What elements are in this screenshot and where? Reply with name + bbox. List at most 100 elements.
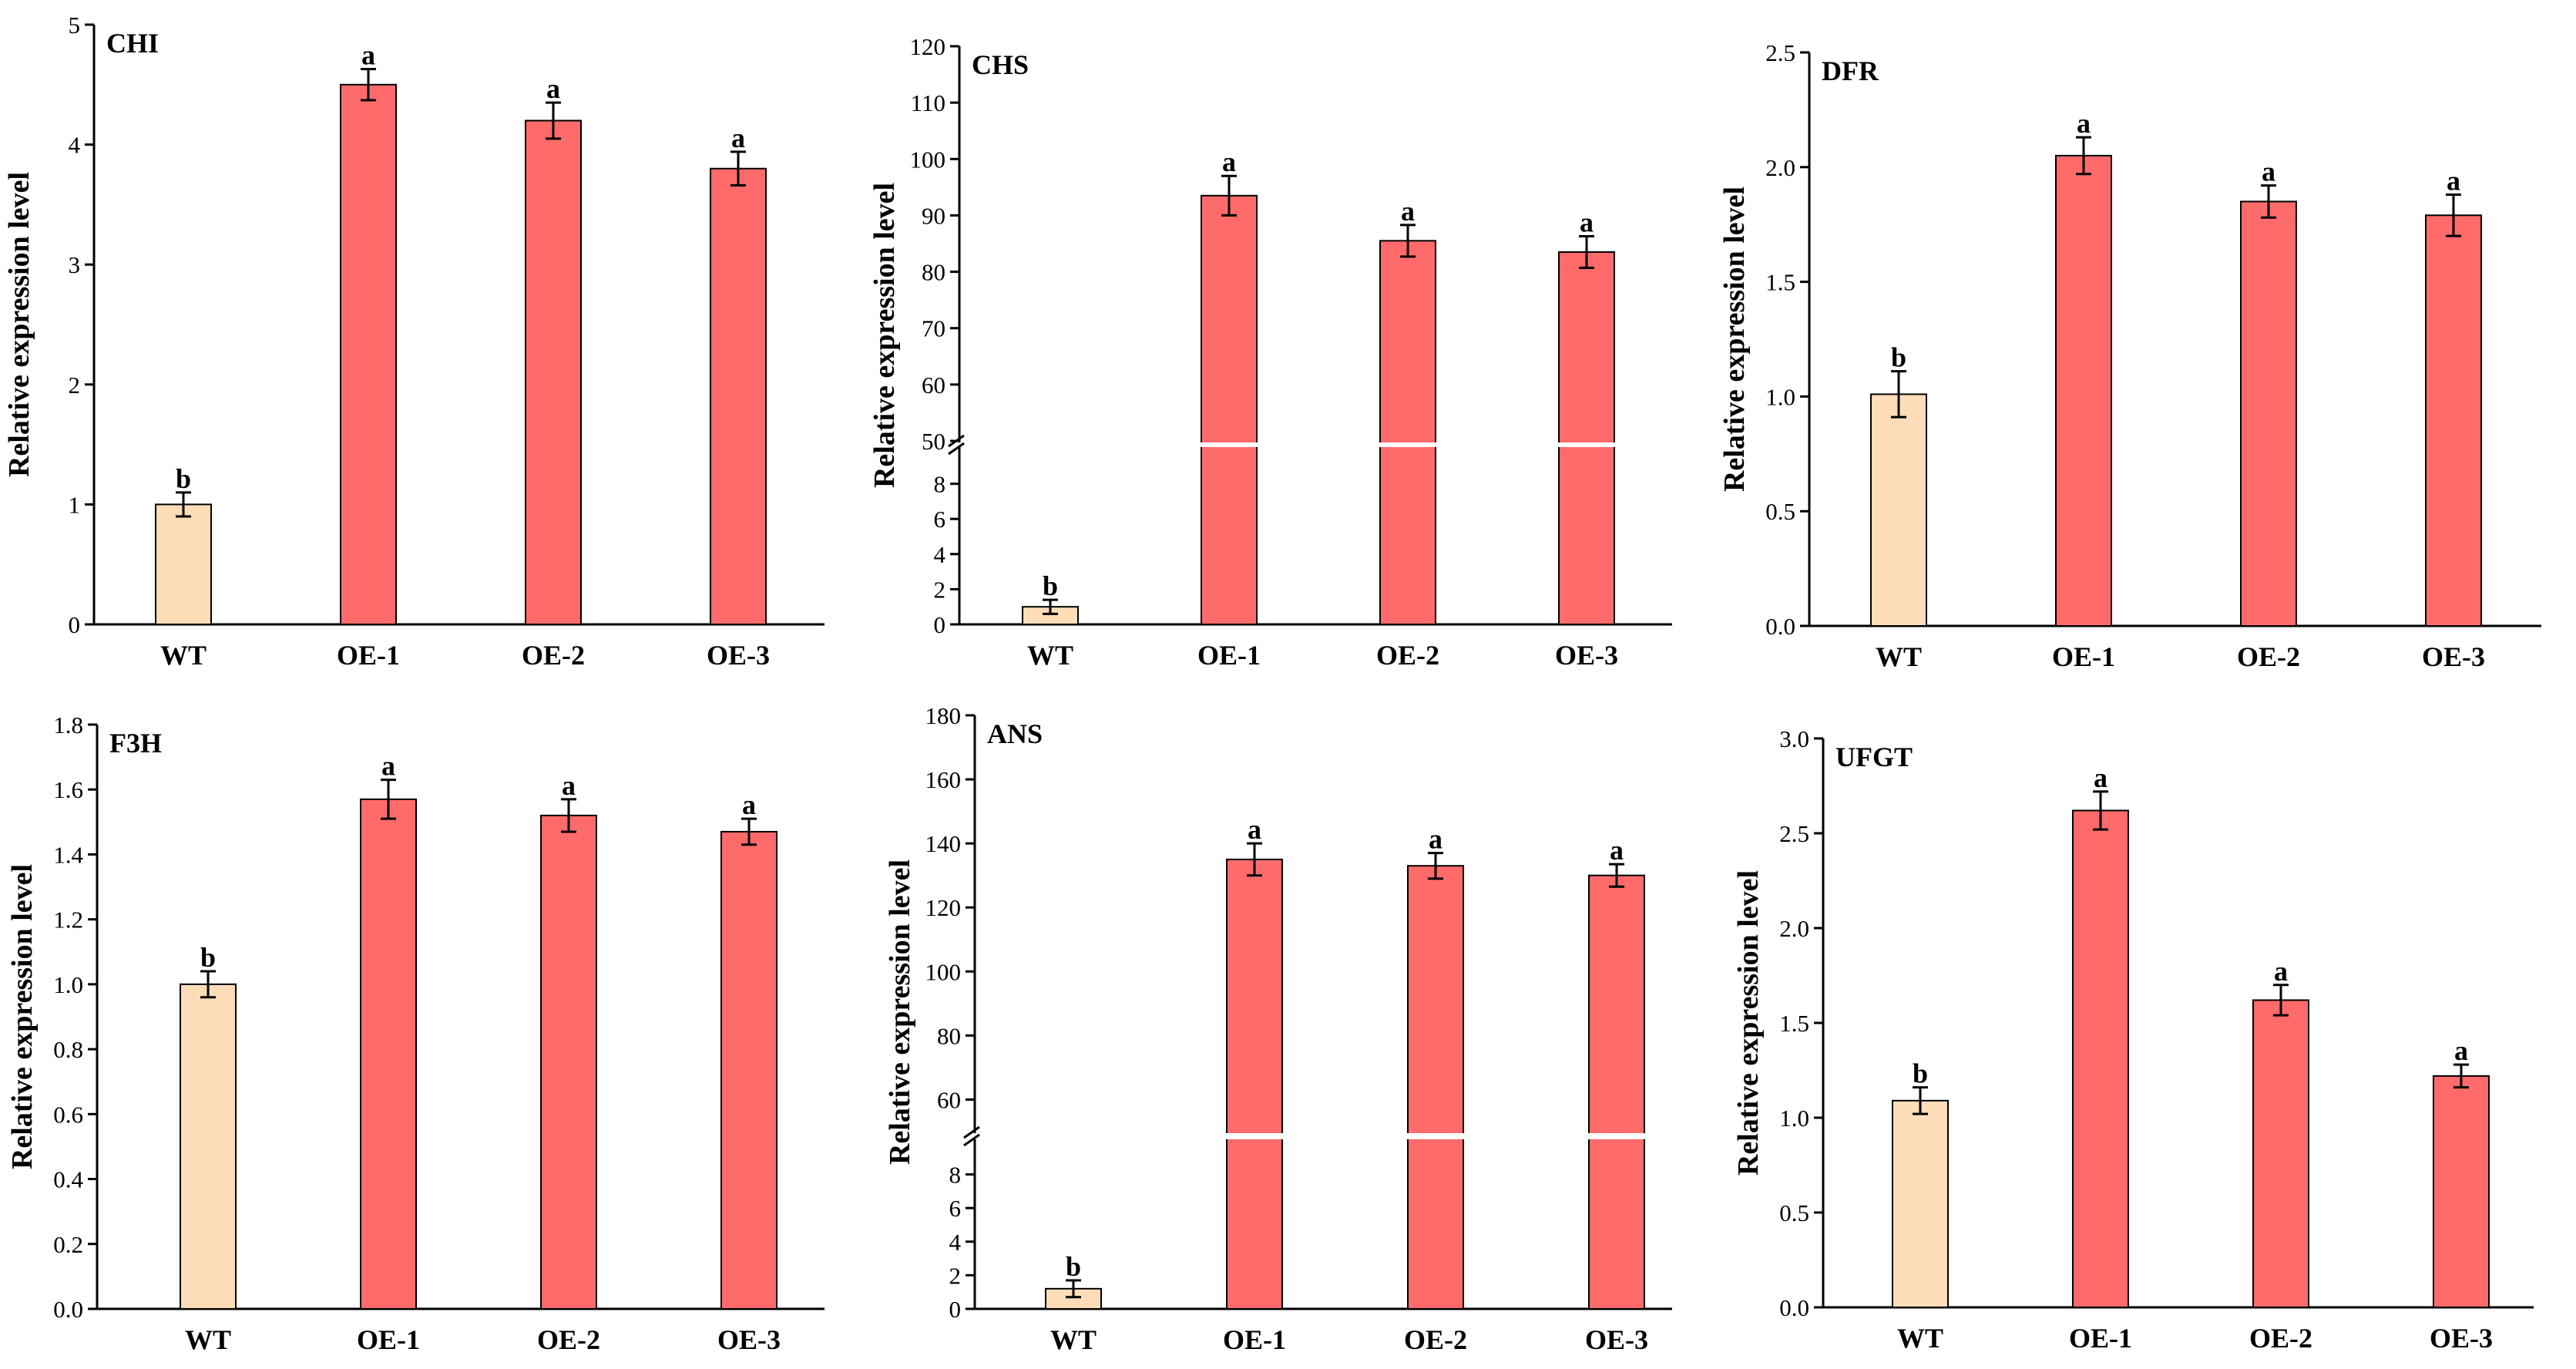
ufgt-significance-letter: a [2274, 956, 2288, 987]
ans-y-tick-label: 140 [925, 830, 962, 857]
f3h-significance-letter: a [562, 770, 576, 801]
ans-x-tick-label: OE-1 [1223, 1324, 1286, 1355]
f3h-bar-oe-1 [360, 798, 417, 1310]
ans-axis-break-mark [963, 1125, 980, 1139]
dfr-bar-oe-1 [2055, 154, 2112, 627]
f3h-y-tick-label: 1.6 [53, 776, 83, 803]
dfr-x-tick-label: OE-1 [2052, 641, 2115, 672]
chs-y-tick-label: 120 [910, 33, 946, 60]
chs-x-tick-label: OE-2 [1376, 640, 1439, 671]
ufgt-significance-letter: b [1913, 1058, 1928, 1089]
chi-bar-oe-1 [340, 83, 397, 626]
chi-bar-oe-2 [525, 119, 582, 626]
ans-bar-break [1225, 1133, 1284, 1139]
f3h-bar-wt [180, 983, 237, 1310]
chs-y-tick-label: 110 [911, 89, 945, 116]
dfr-y-tick-label: 1.5 [1765, 269, 1795, 296]
chs-y-tick-label: 8 [934, 471, 946, 498]
ufgt-x-tick-label: OE-2 [2249, 1323, 2312, 1354]
f3h-significance-letter: a [381, 751, 395, 782]
ans-bar-oe-3 [1588, 874, 1645, 1310]
f3h-x-tick-label: OE-3 [717, 1324, 781, 1355]
f3h-x-tick-label: WT [185, 1324, 231, 1355]
dfr-significance-letter: a [2077, 108, 2091, 139]
ans-x-tick-label: OE-2 [1404, 1324, 1467, 1355]
chs-bar-break [1200, 442, 1258, 447]
dfr-y-tick-label: 2.0 [1765, 154, 1795, 181]
dfr-x-tick-label: OE-3 [2422, 641, 2485, 672]
ans-bar-break [1587, 1133, 1646, 1139]
ans-y-tick-label: 100 [925, 958, 962, 985]
f3h-y-tick-label: 1.4 [53, 841, 83, 868]
dfr-bar-oe-2 [2240, 200, 2297, 627]
ans-bar-break [1406, 1133, 1465, 1139]
dfr-x-tick-label: WT [1876, 641, 1922, 672]
chs-y-tick-label: 4 [934, 541, 946, 568]
f3h-y-tick-label: 1.8 [53, 711, 83, 738]
ans-y-tick-label: 120 [925, 894, 962, 921]
dfr-bar-oe-3 [2425, 214, 2482, 627]
ufgt-x-tick-label: WT [1897, 1323, 1943, 1354]
chi-y-tick-label: 0 [69, 611, 81, 638]
ans-y-tick-label: 4 [949, 1229, 962, 1256]
ans-x-tick-label: WT [1050, 1324, 1097, 1355]
dfr-y-tick-label: 1.0 [1765, 383, 1795, 410]
f3h-x-tick-label: OE-1 [357, 1324, 420, 1355]
ans-bar-oe-1 [1226, 858, 1283, 1310]
ufgt-significance-letter: a [2454, 1035, 2468, 1066]
dfr-y-tick-label: 0.5 [1765, 498, 1795, 525]
ufgt-gene-title: UFGT [1835, 742, 1913, 772]
chs-y-tick-label: 50 [922, 428, 945, 455]
ufgt-bar-wt [1892, 1099, 1949, 1308]
chs-y-tick-label: 100 [910, 146, 946, 173]
ufgt-y-tick-label: 1.5 [1779, 1010, 1809, 1037]
f3h-y-tick-label: 0.8 [53, 1036, 83, 1063]
chi-y-axis-label: Relative expression level [3, 172, 35, 477]
chs-x-tick-label: OE-1 [1197, 640, 1261, 671]
ans-y-tick-label: 80 [937, 1022, 961, 1049]
chi-x-tick-label: OE-2 [522, 640, 585, 671]
ans-bar-oe-2 [1407, 865, 1464, 1310]
dfr-y-tick-label: 2.5 [1765, 39, 1795, 66]
chi-y-tick-label: 4 [69, 132, 81, 159]
f3h-y-tick-label: 1.2 [53, 906, 83, 933]
ans-significance-letter: a [1248, 814, 1261, 845]
chi-gene-title: CHI [106, 28, 159, 59]
ans-y-tick-label: 8 [949, 1162, 962, 1189]
chs-axis-break-gap [947, 442, 970, 447]
dfr-bar-wt [1870, 393, 1927, 627]
ufgt-y-tick-label: 2.5 [1779, 820, 1809, 847]
chi-y-tick-label: 2 [69, 372, 81, 399]
chi-significance-letter: a [731, 123, 745, 153]
chi-significance-letter: a [361, 40, 375, 71]
f3h-significance-letter: b [200, 942, 216, 973]
chs-significance-letter: a [1222, 146, 1236, 177]
chi-y-tick-label: 5 [69, 12, 81, 39]
chs-bar-break [1379, 442, 1437, 447]
ufgt-bar-oe-3 [2433, 1075, 2490, 1308]
ufgt-chart: 0.0 0.5 1.0 1.5 2.0 2.5 3.0 Relative expression… [1732, 725, 2534, 1354]
ufgt-y-tick-label: 2.0 [1779, 915, 1809, 942]
chs-y-tick-label: 70 [922, 315, 945, 342]
ufgt-y-tick-label: 3.0 [1779, 725, 1809, 752]
chs-bar-break [1557, 442, 1616, 447]
chs-y-axis-label: Relative expression level [868, 183, 901, 488]
dfr-significance-letter: a [2447, 166, 2460, 197]
chs-gene-title: CHS [972, 49, 1029, 80]
dfr-chart: 0.0 0.5 1.0 1.5 2.0 2.5 Relative expression le… [1718, 39, 2541, 672]
ufgt-y-tick-label: 0.5 [1779, 1199, 1809, 1226]
dfr-y-axis-label: Relative expression level [1718, 187, 1751, 492]
ans-significance-letter: a [1429, 824, 1442, 855]
f3h-y-tick-label: 0.0 [53, 1296, 83, 1323]
chs-y-tick-label: 6 [934, 506, 946, 533]
ans-y-tick-label: 160 [925, 766, 962, 793]
ans-chart: 0 2 4 6 8 60 80 100 120 140 160 180 Relative express… [884, 702, 1672, 1355]
chs-bar-oe-3 [1558, 251, 1615, 625]
f3h-y-tick-label: 0.4 [53, 1166, 83, 1193]
f3h-gene-title: F3H [109, 728, 162, 758]
chs-y-tick-label: 0 [934, 611, 946, 638]
dfr-gene-title: DFR [1822, 56, 1879, 86]
ans-gene-title: ANS [987, 718, 1043, 749]
chs-bar-oe-1 [1201, 194, 1258, 626]
chs-y-tick-label: 2 [934, 576, 946, 603]
